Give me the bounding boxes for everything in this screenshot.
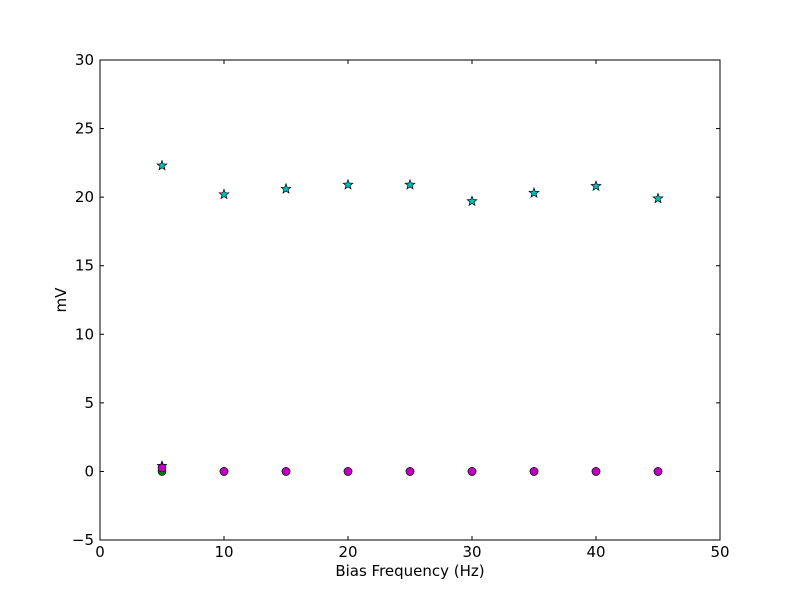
data-point-circle — [157, 463, 167, 473]
data-point-star — [280, 183, 292, 194]
data-point-star — [590, 180, 602, 191]
x-tick-label: 40 — [586, 543, 605, 561]
data-point-circle — [467, 467, 477, 476]
x-tick-label: 30 — [462, 543, 481, 561]
data-point-circle — [529, 467, 539, 476]
y-tick-label: −5 — [72, 531, 94, 549]
plot-area-frame — [99, 59, 721, 541]
data-point-star — [404, 178, 416, 190]
y-tick-label: 25 — [75, 120, 94, 138]
x-tick-label: 50 — [710, 543, 729, 561]
data-point-circle — [281, 467, 291, 476]
data-point-circle — [219, 467, 229, 476]
data-point-star — [466, 195, 478, 206]
x-tick-label: 0 — [95, 543, 105, 561]
x-tick-label: 20 — [338, 543, 357, 561]
x-tick-label: 10 — [214, 543, 233, 561]
data-point-circle — [653, 467, 663, 476]
data-point-star — [218, 188, 230, 200]
y-tick-label: 20 — [75, 188, 94, 206]
y-tick-label: 10 — [75, 325, 94, 343]
y-tick-label: 15 — [75, 257, 94, 275]
data-point-circle — [591, 467, 601, 476]
data-point-star — [342, 178, 354, 190]
y-tick-label: 30 — [75, 51, 94, 69]
data-point-star — [528, 187, 540, 198]
y-axis-label: mV — [52, 287, 70, 313]
data-point-star — [156, 159, 168, 171]
axis-ticks — [99, 59, 721, 541]
data-point-circle — [343, 467, 353, 476]
data-point-star — [652, 192, 664, 204]
data-point-circle — [405, 467, 415, 476]
data-markers — [156, 159, 664, 476]
y-tick-label: 5 — [84, 394, 94, 412]
y-tick-label: 0 — [84, 462, 94, 480]
x-axis-label: Bias Frequency (Hz) — [335, 562, 484, 580]
